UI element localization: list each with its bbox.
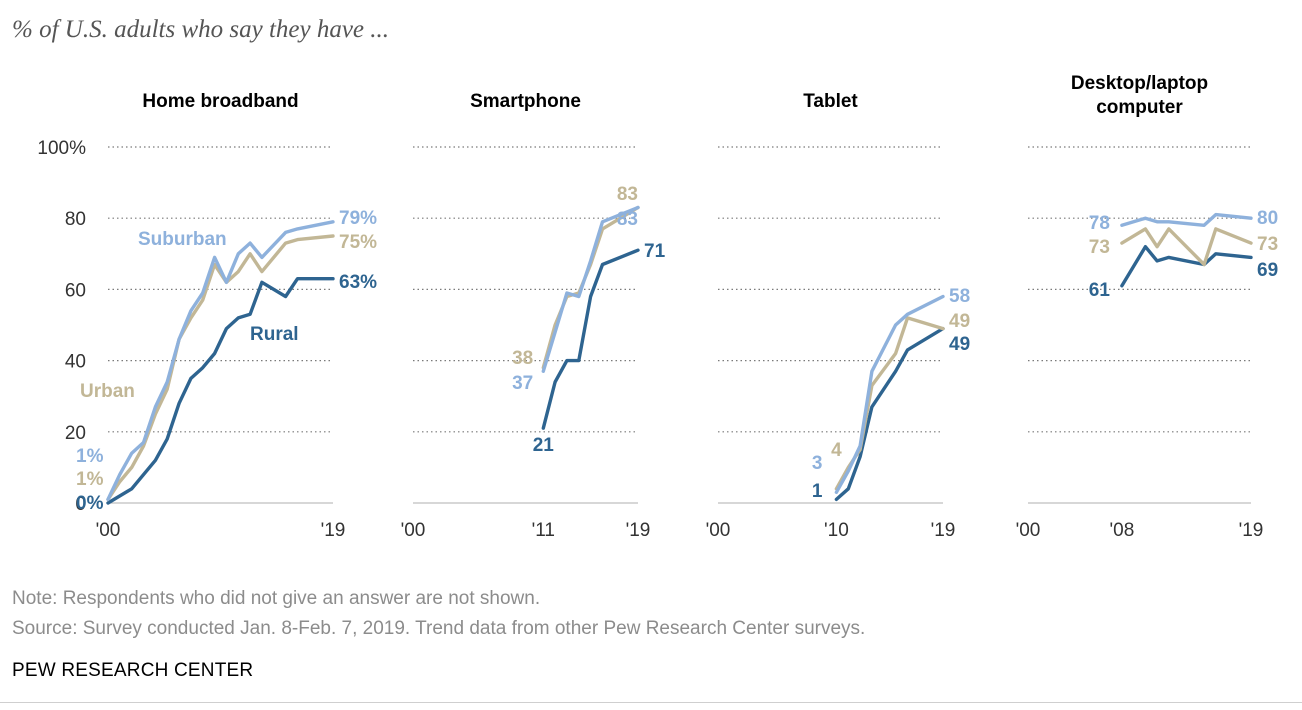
end-label-suburban: 79% xyxy=(339,208,377,229)
series-line-rural xyxy=(541,248,640,430)
series-line-urban xyxy=(106,234,335,502)
end-label-rural: 49 xyxy=(949,334,970,355)
series-name-urban: Urban xyxy=(80,381,135,402)
end-label-rural: 69 xyxy=(1257,260,1278,281)
series-name-suburban: Suburban xyxy=(138,229,227,250)
y-tick-label: 40 xyxy=(65,352,86,373)
start-label-urban: 1% xyxy=(76,469,104,490)
small-multiples-line-chart: 0 20 40 60 80 100% Home broadband '00 '19 1% 79% Su… xyxy=(37,73,1278,541)
x-tick-label: '10 xyxy=(824,520,849,541)
footer-divider xyxy=(0,702,1302,703)
series-line-suburban xyxy=(106,220,335,502)
x-tick-label: '19 xyxy=(626,520,651,541)
chart-note: Note: Respondents who did not give an an… xyxy=(12,588,541,609)
start-label-suburban: 1% xyxy=(76,446,104,467)
x-tick-label: '19 xyxy=(1239,520,1264,541)
x-tick-label: '19 xyxy=(321,520,346,541)
start-label-suburban: 3 xyxy=(812,453,823,474)
series-name-rural: Rural xyxy=(250,324,299,345)
x-tick-label: '00 xyxy=(401,520,426,541)
start-label-rural: 1 xyxy=(812,481,823,502)
y-tick-label: 60 xyxy=(65,280,86,301)
chart-source: Source: Survey conducted Jan. 8-Feb. 7, … xyxy=(12,618,866,639)
panel-title: computer xyxy=(1096,97,1183,118)
end-label-urban: 83 xyxy=(617,184,638,205)
end-label-rural: 63% xyxy=(339,272,377,293)
panel-title: Smartphone xyxy=(470,91,581,112)
end-label-urban: 49 xyxy=(949,311,970,332)
x-tick-label: '00 xyxy=(1016,520,1041,541)
panel-title: Home broadband xyxy=(142,91,298,112)
start-label-urban: 73 xyxy=(1089,237,1110,258)
series-line-urban xyxy=(1120,227,1253,267)
series-line-suburban xyxy=(1120,212,1253,227)
start-label-urban: 38 xyxy=(512,348,533,369)
start-label-rural: 61 xyxy=(1089,280,1111,301)
y-tick-label: 80 xyxy=(65,209,86,230)
start-label-suburban: 78 xyxy=(1089,213,1110,234)
x-tick-label: '00 xyxy=(96,520,121,541)
panel-title: Tablet xyxy=(803,91,858,112)
series-line-rural xyxy=(106,277,335,505)
x-tick-label: '08 xyxy=(1110,520,1135,541)
pew-brand-wordmark: PEW RESEARCH CENTER xyxy=(12,660,254,681)
end-label-urban: 75% xyxy=(339,232,377,253)
end-label-suburban: 58 xyxy=(949,286,970,307)
start-label-urban: 4 xyxy=(831,440,842,461)
y-tick-label: 20 xyxy=(65,423,86,444)
x-tick-label: '11 xyxy=(532,520,555,541)
series-line-suburban xyxy=(834,294,945,494)
x-tick-label: '19 xyxy=(931,520,956,541)
series-line-suburban xyxy=(541,205,640,373)
start-label-rural: 0% xyxy=(76,493,104,514)
panel-title: Desktop/laptop xyxy=(1071,73,1208,94)
start-label-suburban: 37 xyxy=(512,373,533,394)
end-label-rural: 71 xyxy=(644,241,666,262)
series-line-rural xyxy=(834,326,945,502)
series-line-urban xyxy=(541,205,640,370)
end-label-urban: 73 xyxy=(1257,234,1278,255)
end-label-suburban: 80 xyxy=(1257,208,1278,229)
chart-subtitle: % of U.S. adults who say they have ... xyxy=(12,16,390,43)
x-tick-label: '00 xyxy=(706,520,731,541)
series-line-rural xyxy=(1120,245,1253,288)
start-label-rural: 21 xyxy=(533,435,555,456)
y-tick-label: 100% xyxy=(37,138,86,159)
y-tick-label: 0 xyxy=(75,494,86,515)
end-label-suburban: 83 xyxy=(617,209,638,230)
